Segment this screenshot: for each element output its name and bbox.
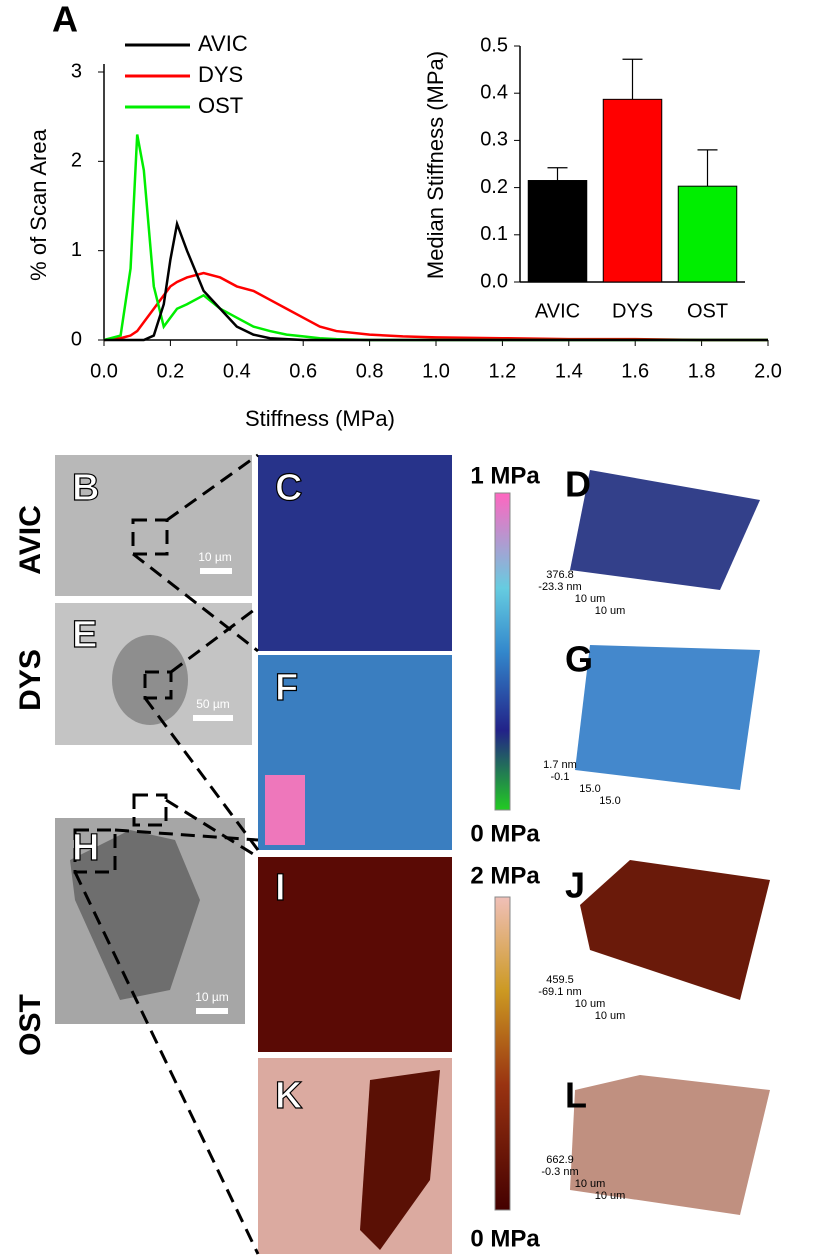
y-axis-label: Median Stiffness (MPa) xyxy=(423,51,448,279)
x-tick-label: 1.8 xyxy=(688,360,716,382)
colorbar-label: 1 MPa xyxy=(470,462,540,489)
surface-axis-label: 10 um xyxy=(595,1010,626,1022)
surface-axis-label: 459.5 xyxy=(546,974,574,986)
stiffness-map xyxy=(258,455,452,651)
panel-letter: I xyxy=(275,867,286,909)
surface-axis-label: -0.3 nm xyxy=(541,1166,578,1178)
y-tick-label: 1 xyxy=(71,239,82,261)
surface-plot xyxy=(570,1075,770,1215)
x-tick-label: 0.4 xyxy=(223,360,251,382)
panel-letter: L xyxy=(565,1075,587,1116)
panel-letter: F xyxy=(275,667,298,709)
surface-plot xyxy=(570,470,760,590)
x-tick-label: 1.6 xyxy=(621,360,649,382)
y-axis-label: % of Scan Area xyxy=(26,128,51,280)
x-tick-label: 0.6 xyxy=(289,360,317,382)
surface-axis-label: -69.1 nm xyxy=(538,986,581,998)
colorbar xyxy=(494,492,511,811)
panel-letter: A xyxy=(52,0,78,40)
panel-letter: G xyxy=(565,639,593,680)
surface-axis-label: 1.7 nm xyxy=(543,759,577,771)
x-tick-label: 1.0 xyxy=(422,360,450,382)
row-label: OST xyxy=(14,994,47,1056)
y-tick-label: 0.1 xyxy=(480,223,508,245)
surface-axis-label: 10 um xyxy=(575,1178,606,1190)
colorbar xyxy=(494,896,511,1211)
panel-letter: D xyxy=(565,464,591,505)
legend-label: OST xyxy=(198,93,243,118)
surface-axis-label: 10 um xyxy=(595,1190,626,1202)
surface-axis-label: 10 um xyxy=(595,605,626,617)
surface-axis-label: -23.3 nm xyxy=(538,581,581,593)
x-tick-label: OST xyxy=(687,300,728,322)
stiffness-map xyxy=(258,857,452,1052)
colorbar-label: 0 MPa xyxy=(470,1225,540,1252)
bar xyxy=(527,180,588,283)
bar xyxy=(602,98,663,283)
y-tick-label: 3 xyxy=(71,60,82,82)
x-axis-label: Stiffness (MPa) xyxy=(245,406,395,431)
colorbar-label: 0 MPa xyxy=(470,820,540,847)
panel-letter: K xyxy=(275,1075,303,1117)
colorbar-label: 2 MPa xyxy=(470,862,540,889)
stiffness-map-region xyxy=(360,1070,440,1250)
y-tick-label: 2 xyxy=(71,150,82,172)
legend-label: DYS xyxy=(198,62,243,87)
surface-axis-label: 376.8 xyxy=(546,569,574,581)
x-tick-label: 1.2 xyxy=(488,360,516,382)
image-panels xyxy=(55,453,770,1255)
y-tick-label: 0.2 xyxy=(480,176,508,198)
series-line xyxy=(103,271,768,342)
y-tick-label: 0.4 xyxy=(480,81,508,103)
y-tick-label: 0.5 xyxy=(480,34,508,56)
scale-bar-label: 50 µm xyxy=(196,697,230,711)
legend-label: AVIC xyxy=(198,31,248,56)
zoom-lines xyxy=(73,453,260,1255)
x-tick-label: 1.4 xyxy=(555,360,583,382)
surface-axis-label: 662.9 xyxy=(546,1154,574,1166)
scale-bar-label: 10 µm xyxy=(198,550,232,564)
cell xyxy=(112,635,188,725)
row-label: AVIC xyxy=(14,505,47,574)
x-tick-label: AVIC xyxy=(535,300,580,322)
y-tick-label: 0.3 xyxy=(480,129,508,151)
surface-plot xyxy=(575,645,760,790)
bar xyxy=(677,185,738,283)
x-tick-label: 0.8 xyxy=(356,360,384,382)
series-line xyxy=(104,219,768,342)
surface-plot xyxy=(580,860,770,1000)
panel-letter: E xyxy=(72,614,97,656)
panel-letter: H xyxy=(72,827,99,869)
surface-axis-label: 10 um xyxy=(575,593,606,605)
panel-letter: J xyxy=(565,865,585,906)
row-label: DYS xyxy=(14,649,47,711)
x-tick-label: 2.0 xyxy=(754,360,782,382)
scale-bar-label: 10 µm xyxy=(195,990,229,1004)
x-tick-label: DYS xyxy=(612,300,653,322)
stiffness-map-region xyxy=(265,775,305,845)
x-tick-label: 0.2 xyxy=(156,360,184,382)
surface-axis-label: -0.1 xyxy=(551,771,570,783)
panel-letter: B xyxy=(72,467,99,509)
x-tick-label: 0.0 xyxy=(90,360,118,382)
y-tick-label: 0 xyxy=(71,328,82,350)
y-tick-label: 0.0 xyxy=(480,270,508,292)
surface-axis-label: 15.0 xyxy=(579,783,600,795)
surface-axis-label: 10 um xyxy=(575,998,606,1010)
surface-axis-label: 15.0 xyxy=(599,795,620,807)
panel-letter: C xyxy=(275,467,302,509)
scale-bar xyxy=(193,568,233,1014)
